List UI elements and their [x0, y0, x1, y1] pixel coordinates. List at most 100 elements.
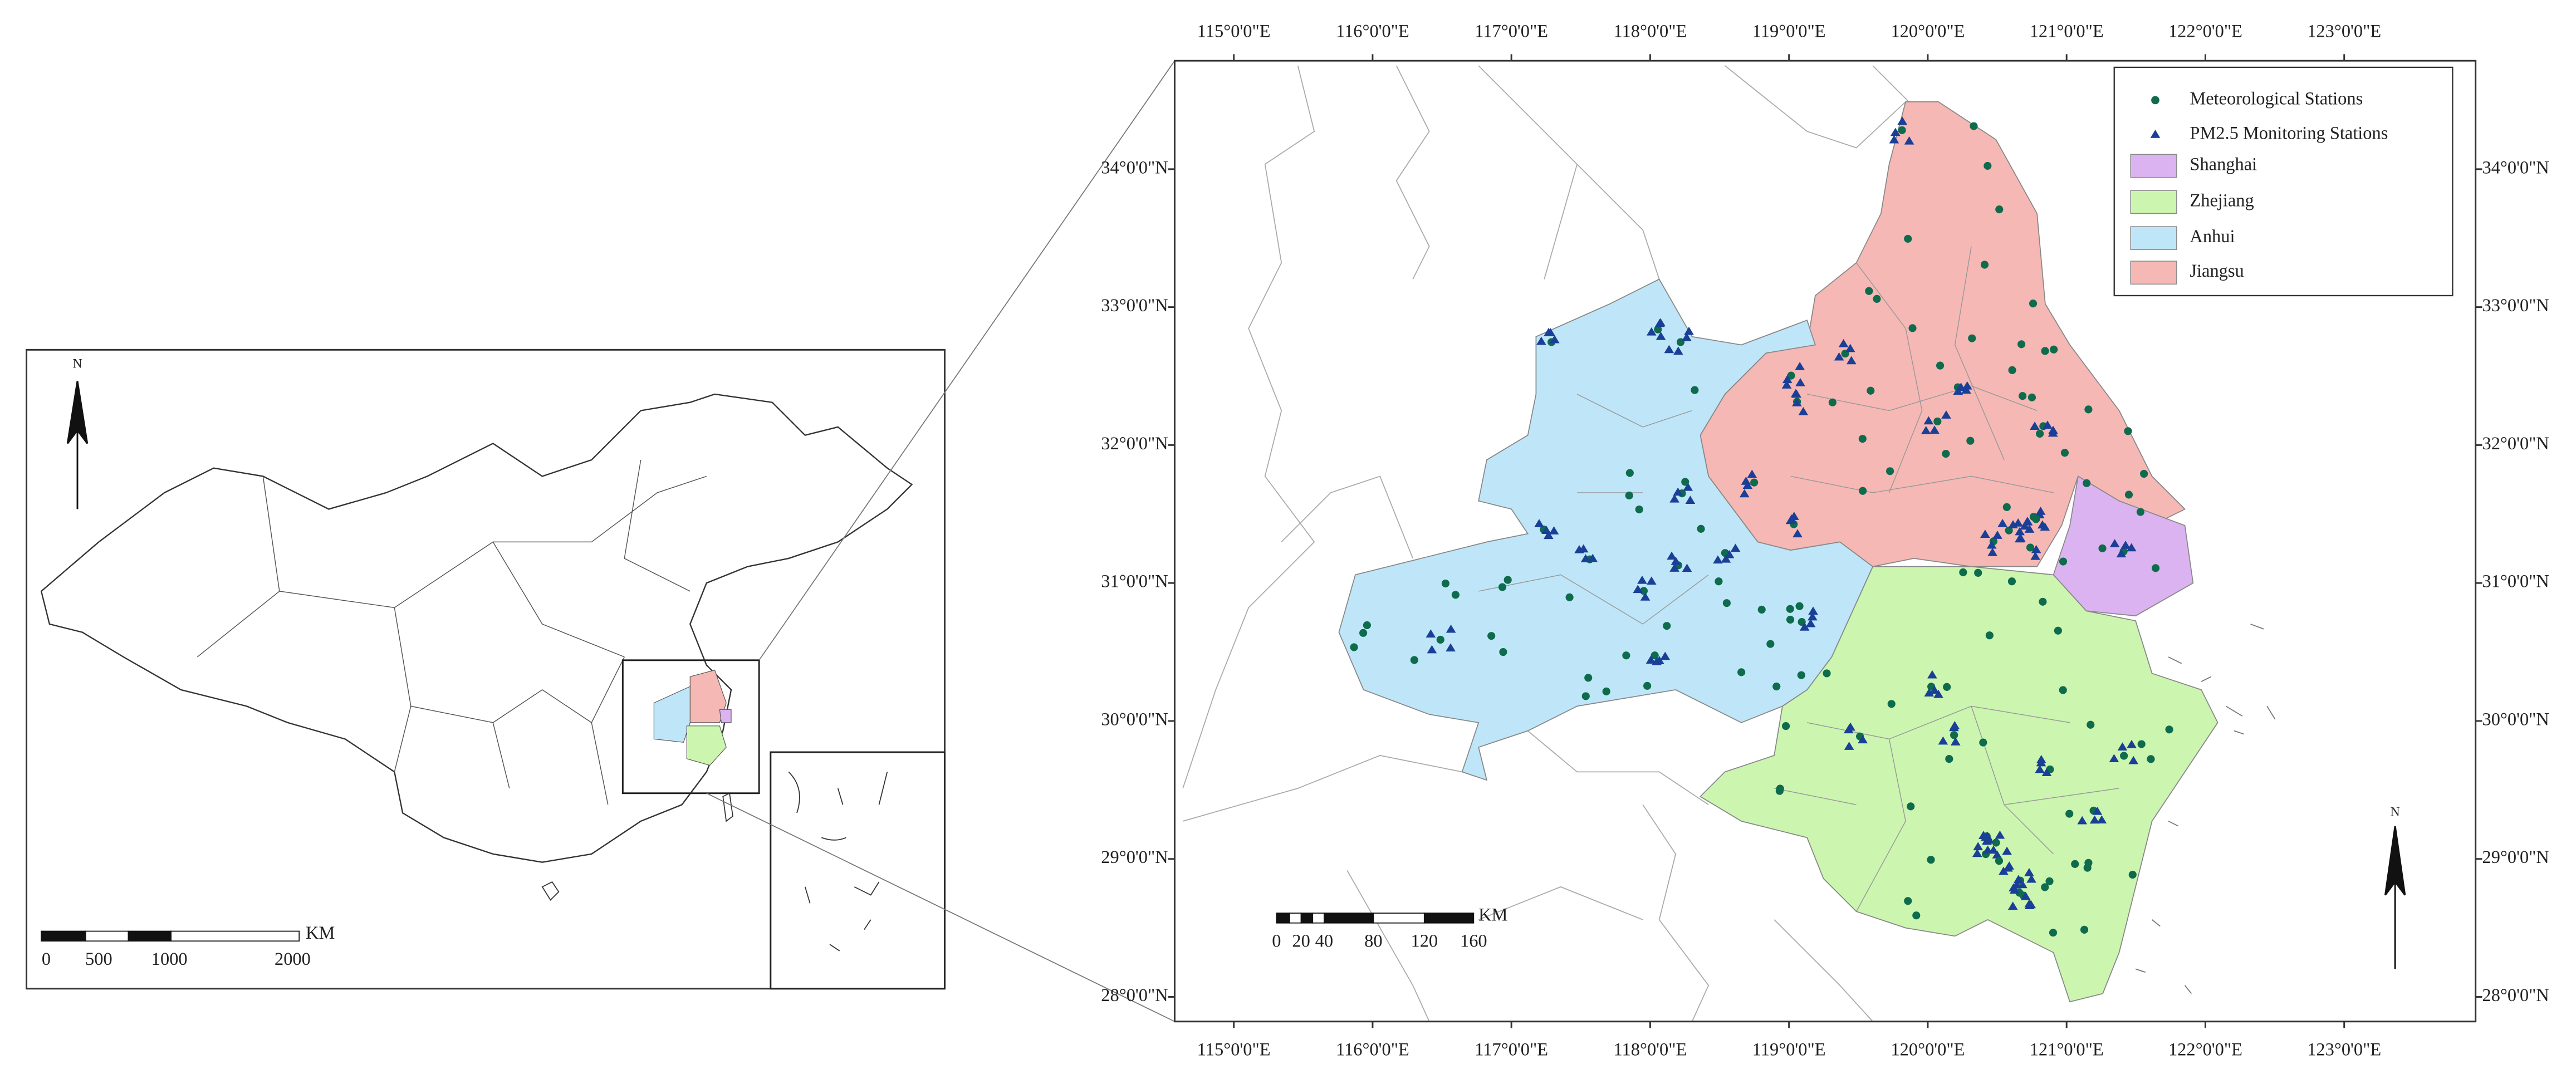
- meteorological-station: [1933, 417, 1942, 425]
- pm25-station: [2126, 543, 2137, 552]
- meteorological-station: [1565, 593, 1574, 601]
- meteorological-station: [1858, 435, 1867, 443]
- scale-label: 80: [1364, 931, 1382, 952]
- meteorological-station: [2147, 755, 2155, 763]
- pm25-station: [1534, 519, 1544, 527]
- meteorological-station: [1786, 605, 1794, 613]
- pm25-station: [2089, 815, 2100, 824]
- meteorological-station: [1865, 287, 1873, 295]
- legend-label: PM2.5 Monitoring Stations: [2190, 123, 2388, 143]
- pm25-station: [1961, 385, 1971, 394]
- meteorological-station: [1602, 687, 1610, 695]
- pm25-station: [1545, 328, 1556, 336]
- pm25-station: [1793, 529, 1803, 538]
- pm25-station: [1795, 378, 1805, 386]
- pm25-station: [1791, 398, 1802, 406]
- meteorological-station: [1787, 371, 1795, 380]
- pm25-station: [2035, 764, 2045, 773]
- legend-symbol: [2150, 130, 2161, 138]
- scale-label: 0: [42, 949, 51, 969]
- meteorological-station: [1622, 651, 1630, 660]
- pm25-station: [2048, 425, 2058, 434]
- pm25-station: [1640, 592, 1651, 601]
- latitude-label: 33°0'0"N: [1101, 296, 1168, 316]
- pm25-station: [1654, 656, 1664, 664]
- longitude-label: 119°0'0"E: [1752, 21, 1826, 41]
- meteorological-station: [2083, 479, 2091, 487]
- longitude-label: 121°0'0"E: [2030, 21, 2104, 41]
- meteorological-station: [2029, 300, 2038, 308]
- pm25-station: [1982, 836, 1992, 845]
- meteorological-station: [1681, 478, 1689, 486]
- meteorological-station: [1992, 838, 2000, 847]
- pm25-station: [1543, 531, 1554, 540]
- scale-unit: KM: [1478, 905, 1507, 925]
- meteorological-station: [2060, 449, 2069, 457]
- meteorological-station: [2140, 469, 2148, 478]
- longitude-label: 121°0'0"E: [2030, 1039, 2104, 1060]
- pm25-station: [2040, 522, 2050, 531]
- meteorological-station: [2050, 345, 2058, 354]
- meteorological-station: [1959, 568, 1967, 577]
- pm25-station: [1941, 410, 1951, 419]
- pm25-station: [1683, 482, 1693, 491]
- pm25-station: [1995, 830, 2005, 839]
- north-label: N: [2391, 805, 2400, 820]
- meteorological-station: [1980, 261, 1989, 269]
- pm25-station: [1669, 494, 1679, 503]
- north-arrow: [2384, 826, 2406, 969]
- meteorological-station: [1950, 731, 1958, 739]
- pm25-station: [2024, 867, 2034, 876]
- meteorological-station: [2137, 740, 2146, 748]
- pm25-station: [1781, 380, 1792, 389]
- meteorological-station: [1359, 629, 1368, 637]
- scale-segment: [1300, 913, 1314, 924]
- meteorological-station: [1766, 640, 1775, 648]
- legend-swatch: [2130, 190, 2177, 214]
- meteorological-station: [2124, 427, 2132, 435]
- latitude-label: 31°0'0"N: [2482, 572, 2549, 592]
- meteorological-station: [1625, 469, 1634, 477]
- pm25-station: [2092, 806, 2103, 815]
- pm25-station: [1446, 624, 1456, 633]
- scale-label: 40: [1315, 931, 1333, 952]
- meteorological-station: [1487, 632, 1496, 640]
- pm25-station: [2013, 875, 2024, 884]
- meteorological-station: [1942, 449, 1950, 458]
- longitude-label: 120°0'0"E: [1891, 1039, 1965, 1060]
- legend-box: [2113, 66, 2453, 297]
- meteorological-station: [1908, 324, 1917, 332]
- pm25-station: [2109, 754, 2119, 762]
- legend-swatch: [2130, 226, 2177, 251]
- pm25-station: [2024, 899, 2035, 908]
- meteorological-station: [1974, 568, 1982, 577]
- longitude-label: 119°0'0"E: [1752, 1039, 1826, 1060]
- pm25-station: [1786, 514, 1797, 523]
- meteorological-station: [2036, 429, 2044, 438]
- pm25-station: [1646, 576, 1657, 585]
- pm25-station: [1924, 688, 1935, 697]
- longitude-label: 117°0'0"E: [1475, 21, 1548, 41]
- pm25-station: [1656, 331, 1666, 340]
- pm25-station: [1982, 845, 1993, 854]
- pm25-station: [1953, 386, 1963, 395]
- pm25-station: [1667, 551, 1677, 560]
- pm25-station: [1808, 612, 1818, 621]
- meteorological-station: [2071, 860, 2079, 868]
- pm25-station: [1846, 356, 1857, 365]
- coastal-islands: [2135, 624, 2276, 994]
- longitude-label: 122°0'0"E: [2168, 21, 2242, 41]
- pm25-station: [1929, 685, 1940, 694]
- meteorological-station: [1907, 802, 1915, 811]
- meteorological-station: [1968, 334, 1976, 342]
- meteorological-station: [2059, 557, 2068, 566]
- legend-swatch: [2130, 261, 2177, 285]
- pm25-station: [1541, 526, 1551, 534]
- legend: Meteorological Stations PM2.5 Monitoring …: [2113, 66, 2453, 297]
- meteorological-station: [2059, 686, 2067, 694]
- meteorological-station: [1643, 681, 1652, 690]
- latitude-label: 32°0'0"N: [1101, 434, 1168, 454]
- pm25-station: [1747, 469, 1757, 478]
- meteorological-station: [1912, 911, 1921, 920]
